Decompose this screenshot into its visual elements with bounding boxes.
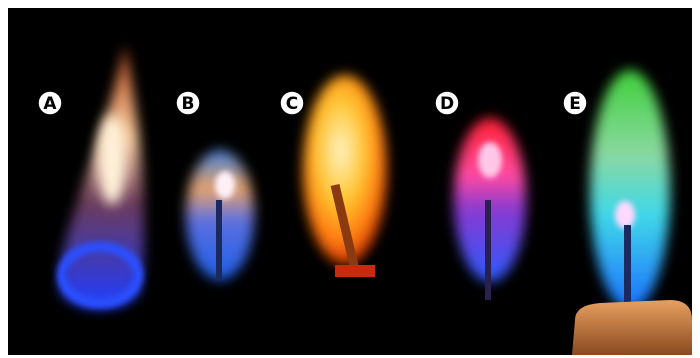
label-b: B	[176, 91, 200, 115]
label-text: C	[286, 94, 298, 114]
flame-b	[186, 150, 254, 280]
label-text: A	[43, 94, 57, 114]
label-text: B	[182, 94, 195, 114]
flame-photo: A B C D E	[0, 0, 700, 358]
label-e: E	[563, 91, 587, 115]
label-a: A	[38, 91, 62, 115]
label-d: D	[435, 91, 459, 115]
label-c: C	[280, 91, 304, 115]
label-text: E	[569, 94, 581, 114]
label-text: D	[440, 94, 454, 114]
page: A B C D E (() => { const data = JSON.par…	[0, 0, 700, 358]
candle	[572, 300, 692, 355]
